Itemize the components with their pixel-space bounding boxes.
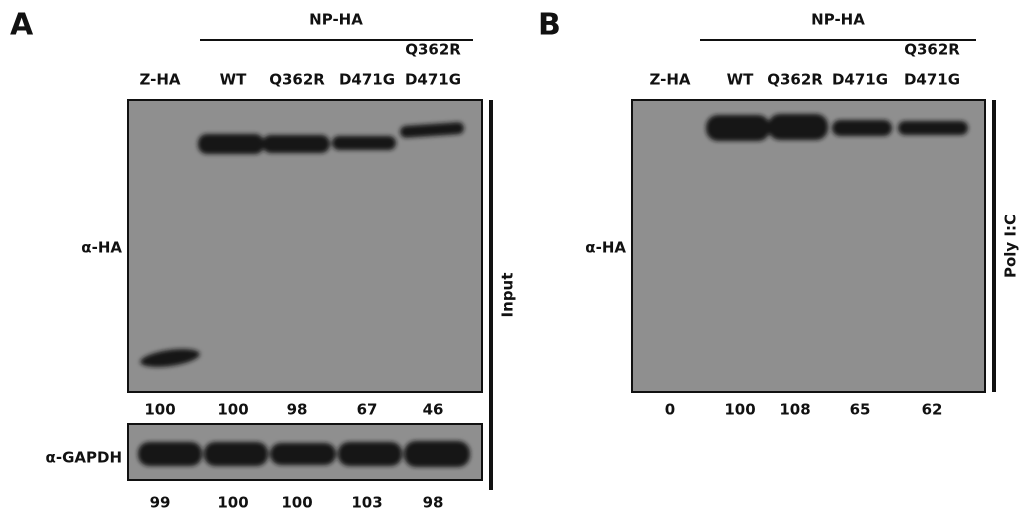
bands — [138, 441, 470, 467]
panel-label: A — [10, 8, 34, 43]
lane-label: Q362R — [767, 71, 823, 89]
blot — [631, 99, 986, 393]
group-label: NP-HA — [811, 11, 865, 29]
bands — [706, 114, 968, 141]
lane-label: WT — [727, 71, 755, 89]
lane-label: Z-HA — [649, 71, 690, 89]
quantification: 0 — [665, 401, 675, 419]
lane-label: D471G — [904, 71, 960, 89]
lane-label: D471G — [405, 71, 461, 89]
side-label: Input — [499, 273, 517, 318]
quantification: 98 — [287, 401, 308, 419]
antibody-label: α-GAPDH — [46, 449, 122, 467]
antibody-label: α-HA — [585, 239, 626, 257]
panel-label: B — [538, 8, 561, 43]
quantification: 108 — [779, 401, 810, 419]
quantification: 99 — [150, 494, 171, 512]
group-label: NP-HA — [309, 11, 363, 29]
quantification: 46 — [423, 401, 444, 419]
quantification: 103 — [351, 494, 382, 512]
lane-label: D471G — [339, 71, 395, 89]
quantification: 100 — [217, 494, 248, 512]
quantification: 100 — [281, 494, 312, 512]
quantification: 65 — [850, 401, 871, 419]
lane-label: Q362R — [269, 71, 325, 89]
lane-label: Q362R — [405, 41, 461, 59]
quantification: 100 — [144, 401, 175, 419]
side-label: Poly I:C — [1002, 214, 1020, 278]
lane-label: WT — [220, 71, 248, 89]
antibody-label: α-HA — [81, 239, 122, 257]
lane-label: D471G — [832, 71, 888, 89]
quantification: 98 — [423, 494, 444, 512]
lane-label: Z-HA — [139, 71, 180, 89]
quantification: 100 — [217, 401, 248, 419]
quantification: 67 — [357, 401, 378, 419]
bands — [140, 122, 464, 367]
lane-label: Q362R — [904, 41, 960, 59]
quantification: 100 — [724, 401, 755, 419]
quantification: 62 — [922, 401, 943, 419]
